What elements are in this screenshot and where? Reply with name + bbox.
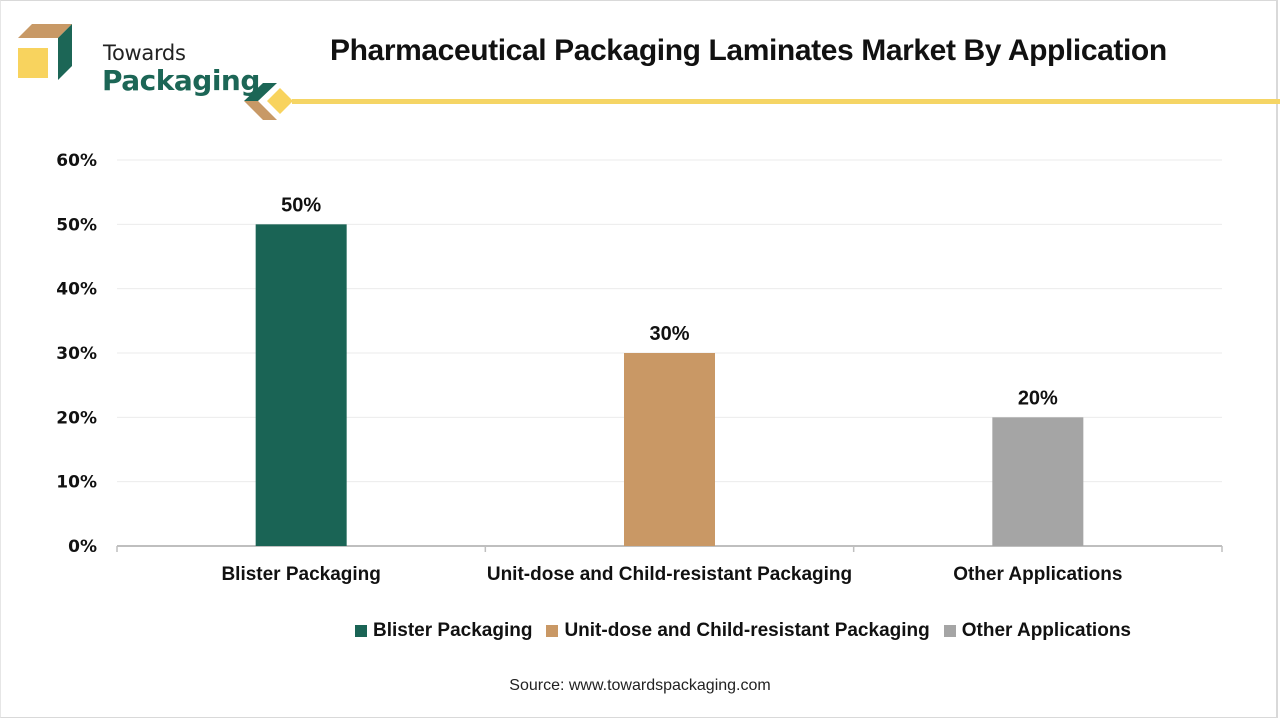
towards-packaging-logo: Towards Packaging: [18, 22, 260, 97]
chart-legend: Blister Packaging Unit-dose and Child-re…: [355, 620, 1145, 642]
legend-label: Unit-dose and Child-resistant Packaging: [564, 620, 930, 641]
legend-item-unit-dose: Unit-dose and Child-resistant Packaging: [546, 620, 930, 642]
box-logo-icon: [18, 24, 72, 80]
bar: [255, 224, 347, 547]
x-category-label: Blister Packaging: [221, 564, 380, 585]
y-tick-label: 60%: [56, 151, 97, 171]
chevron-diamond-icon: [244, 83, 293, 120]
data-label: 30%: [649, 323, 689, 345]
legend-item-other: Other Applications: [943, 620, 1131, 642]
legend-label: Other Applications: [961, 620, 1131, 641]
y-tick-label: 40%: [56, 280, 97, 300]
y-tick-label: 50%: [56, 215, 97, 235]
bar: [992, 417, 1084, 546]
logo-text-packaging: Packaging: [102, 64, 260, 97]
chart-title: Pharmaceutical Packaging Laminates Marke…: [330, 34, 1167, 67]
legend-swatch-unit-dose: [546, 625, 559, 637]
source-note: Source: www.towardspackaging.com: [509, 677, 771, 694]
y-tick-label: 30%: [56, 344, 97, 364]
legend-item-blister: Blister Packaging: [355, 620, 532, 642]
legend-swatch-other: [943, 625, 956, 637]
legend-label: Blister Packaging: [373, 620, 533, 641]
logo-text-towards: Towards: [103, 41, 186, 65]
legend-swatch-blister: [355, 625, 367, 637]
data-label: 20%: [1018, 387, 1058, 409]
x-category-label: Unit-dose and Child-resistant Packaging: [487, 564, 852, 585]
data-label: 50%: [281, 194, 321, 216]
y-tick-label: 0%: [68, 537, 97, 557]
x-category-label: Other Applications: [953, 564, 1122, 585]
title-underline: [292, 99, 1280, 104]
y-tick-label: 10%: [56, 473, 97, 493]
bar: [624, 353, 715, 546]
y-tick-label: 20%: [56, 408, 97, 428]
